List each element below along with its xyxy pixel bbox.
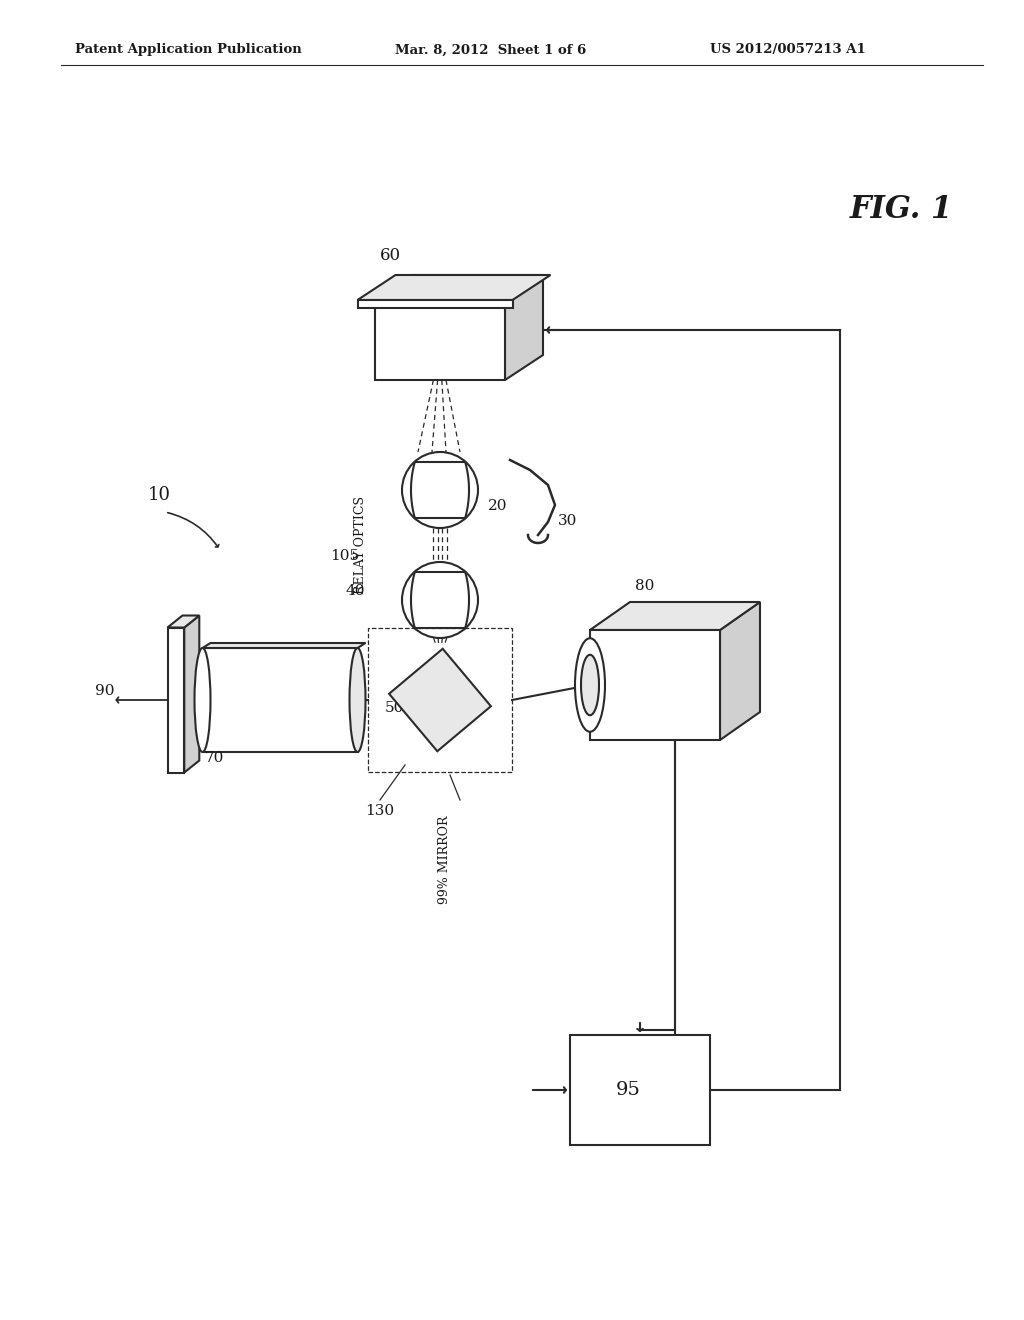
Text: 70: 70 (205, 751, 223, 766)
Text: 105: 105 (330, 549, 359, 564)
Text: US 2012/0057213 A1: US 2012/0057213 A1 (710, 44, 865, 57)
Text: 90: 90 (95, 684, 115, 698)
Ellipse shape (575, 639, 605, 731)
Bar (168, 627, 184, 772)
Ellipse shape (349, 648, 366, 752)
Polygon shape (389, 648, 490, 751)
Text: 10: 10 (148, 486, 171, 504)
Text: 30: 30 (558, 513, 578, 528)
Text: Patent Application Publication: Patent Application Publication (75, 44, 302, 57)
Text: 80: 80 (635, 579, 654, 593)
Bar (570, 1035, 710, 1144)
Text: 99% MIRROR: 99% MIRROR (438, 814, 452, 903)
Text: 130: 130 (365, 804, 394, 818)
Text: Mar. 8, 2012  Sheet 1 of 6: Mar. 8, 2012 Sheet 1 of 6 (395, 44, 587, 57)
Text: RELAY OPTICS: RELAY OPTICS (353, 496, 367, 594)
Text: 40: 40 (345, 583, 365, 598)
Polygon shape (411, 572, 469, 628)
Bar (357, 300, 512, 308)
Ellipse shape (195, 648, 211, 752)
Polygon shape (411, 462, 469, 517)
Bar (203, 648, 357, 752)
Bar (590, 630, 720, 741)
Polygon shape (357, 275, 551, 300)
Text: FIG. 1: FIG. 1 (850, 194, 953, 226)
Text: 95: 95 (615, 1081, 640, 1100)
Bar (375, 300, 505, 380)
Polygon shape (375, 275, 543, 300)
Polygon shape (590, 602, 760, 630)
Polygon shape (203, 643, 366, 648)
Polygon shape (168, 615, 200, 627)
Polygon shape (720, 602, 760, 741)
Polygon shape (505, 275, 543, 380)
Text: 20: 20 (488, 499, 508, 513)
Text: 50: 50 (385, 701, 404, 715)
Ellipse shape (581, 655, 599, 715)
Text: 60: 60 (380, 247, 401, 264)
Bar (368, 628, 512, 772)
Polygon shape (184, 615, 200, 772)
